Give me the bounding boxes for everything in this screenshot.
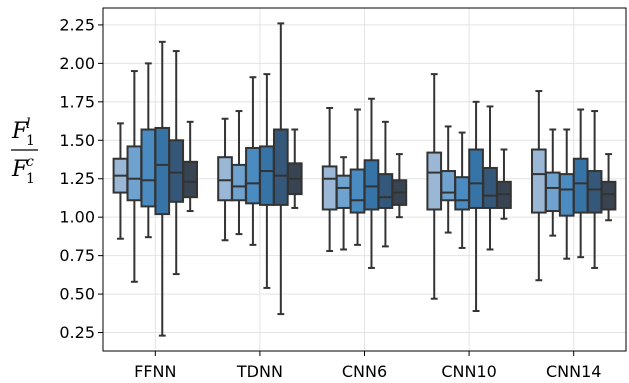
ylabel-den-base: F bbox=[11, 157, 28, 182]
box-cnn10-6 bbox=[496, 148, 512, 220]
iqr-box bbox=[168, 139, 185, 203]
y-tick-label: 2.00 bbox=[59, 54, 95, 73]
box-cnn10-4 bbox=[468, 100, 484, 313]
ylabel-den-sub: 1 bbox=[26, 171, 35, 187]
iqr-box bbox=[259, 145, 275, 206]
iqr-box bbox=[335, 174, 352, 209]
box-cnn14-3 bbox=[558, 128, 575, 260]
box-tdnn-2 bbox=[231, 110, 247, 236]
box-cnn10-2 bbox=[440, 125, 457, 234]
box-tdnn-3 bbox=[245, 76, 261, 246]
iqr-box bbox=[468, 148, 484, 209]
iqr-box bbox=[572, 157, 589, 214]
box-cnn10-5 bbox=[482, 105, 498, 251]
iqr-box bbox=[377, 173, 394, 209]
ylabel-den-sup: c bbox=[26, 154, 34, 170]
iqr-box bbox=[126, 145, 143, 202]
box-tdnn-5 bbox=[272, 22, 289, 316]
box-ffnn-4 bbox=[154, 40, 171, 337]
y-tick-label: 0.50 bbox=[59, 285, 95, 304]
box-series bbox=[112, 22, 617, 337]
y-tick-label: 2.25 bbox=[59, 15, 95, 34]
box-cnn6-2 bbox=[335, 156, 352, 251]
box-tdnn-6 bbox=[286, 128, 303, 209]
x-tick-label: CNN6 bbox=[342, 362, 387, 381]
y-tick-label: 1.00 bbox=[59, 208, 95, 227]
box-cnn14-2 bbox=[544, 128, 561, 237]
iqr-box bbox=[272, 128, 289, 206]
box-ffnn-2 bbox=[126, 70, 143, 283]
y-tick-label: 0.75 bbox=[59, 246, 95, 265]
x-axis: FFNN TDNN CNN6 CNN10 CNN14 bbox=[134, 351, 601, 381]
y-axis: 0.25 0.50 0.75 1.00 1.25 1.50 1.75 2.00 2.25 bbox=[59, 15, 103, 342]
box-cnn10-3 bbox=[454, 131, 470, 249]
svg-text:F: F bbox=[11, 157, 28, 182]
iqr-box bbox=[182, 160, 199, 199]
iqr-box bbox=[363, 159, 380, 211]
iqr-box bbox=[217, 156, 233, 202]
box-cnn6-1 bbox=[321, 106, 338, 253]
x-tick-label: TDNN bbox=[236, 362, 283, 381]
ylabel-num-sup: l bbox=[26, 116, 30, 132]
box-ffnn-6 bbox=[182, 120, 199, 213]
y-tick-label: 0.25 bbox=[59, 323, 95, 342]
iqr-box bbox=[544, 171, 561, 213]
svg-text:F: F bbox=[11, 119, 28, 144]
iqr-box bbox=[558, 173, 575, 217]
x-tick-label: CNN10 bbox=[441, 362, 496, 381]
x-tick-label: CNN14 bbox=[546, 362, 601, 381]
box-cnn14-1 bbox=[530, 90, 547, 282]
y-tick-label: 1.75 bbox=[59, 92, 95, 111]
ylabel-num-base: F bbox=[11, 119, 28, 144]
iqr-box bbox=[140, 128, 157, 208]
box-cnn14-4 bbox=[572, 108, 589, 259]
ylabel-num-sub: 1 bbox=[26, 133, 35, 149]
iqr-box bbox=[600, 180, 617, 211]
box-cnn6-6 bbox=[391, 153, 408, 219]
y-tick-label: 1.25 bbox=[59, 169, 95, 188]
x-tick-label: FFNN bbox=[134, 362, 176, 381]
y-axis-label: F l 1 F c 1 bbox=[11, 116, 38, 187]
iqr-box bbox=[245, 146, 261, 205]
box-cnn6-3 bbox=[349, 108, 366, 246]
box-ffnn-3 bbox=[140, 62, 157, 239]
iqr-box bbox=[440, 170, 457, 202]
iqr-box bbox=[231, 163, 247, 202]
box-cnn6-4 bbox=[363, 97, 380, 269]
iqr-box bbox=[426, 151, 443, 211]
box-tdnn-1 bbox=[217, 117, 233, 242]
y-tick-label: 1.50 bbox=[59, 131, 95, 150]
box-cnn6-5 bbox=[377, 120, 394, 248]
box-cnn14-5 bbox=[586, 110, 603, 269]
iqr-box bbox=[349, 168, 366, 214]
box-cnn14-6 bbox=[600, 153, 617, 222]
iqr-box bbox=[586, 170, 603, 214]
iqr-box bbox=[530, 148, 547, 214]
box-ffnn-5 bbox=[168, 50, 185, 276]
box-cnn10-1 bbox=[426, 73, 443, 300]
iqr-box bbox=[482, 166, 498, 209]
iqr-box bbox=[321, 165, 338, 211]
iqr-box bbox=[454, 176, 470, 211]
iqr-box bbox=[154, 126, 171, 216]
